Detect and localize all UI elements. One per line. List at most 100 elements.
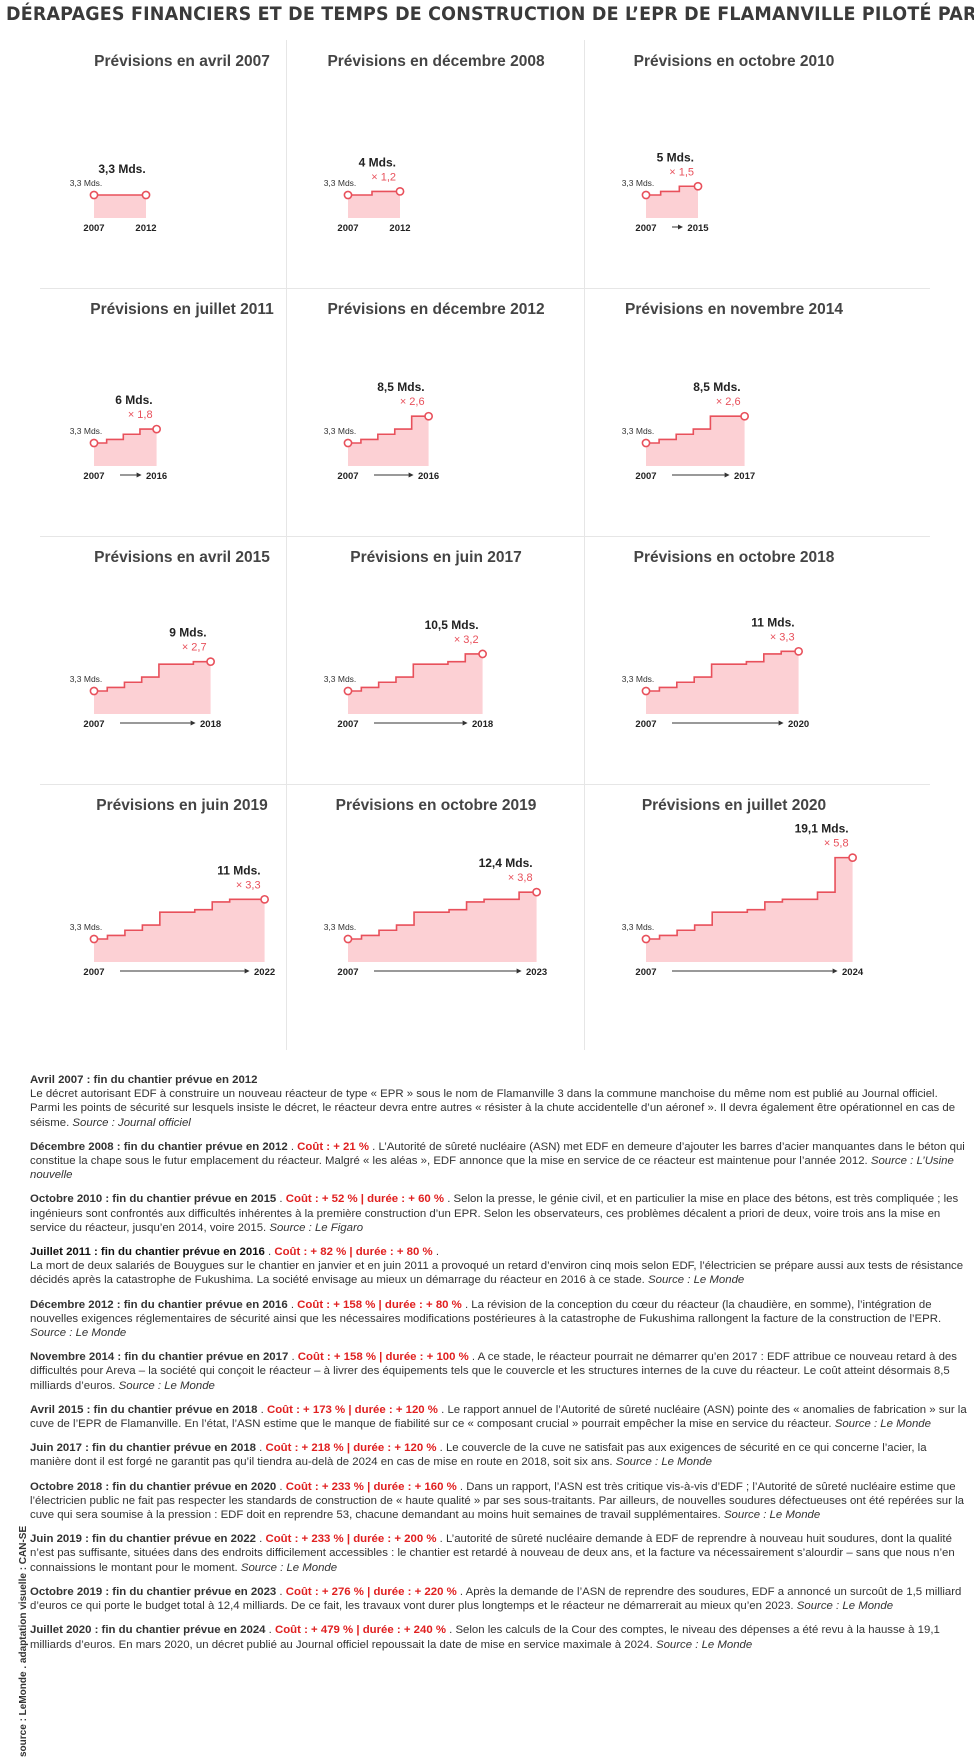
note-cost-delta: Coût : + 233 % | durée : + 160 %	[285, 1480, 457, 1493]
time-arrow-head	[678, 224, 683, 230]
note-source: Source : Le Monde	[648, 1274, 745, 1287]
chart-title: Prévisions en juillet 2020	[641, 797, 827, 814]
note-cost-delta: Coût : + 52 % | durée : + 60 %	[285, 1193, 445, 1206]
note-item: Décembre 2012 : fin du chantier prévue e…	[30, 1298, 942, 1340]
cost-area	[94, 661, 211, 714]
cost-area	[94, 195, 146, 218]
chart-title: Prévisions en avril 2015	[94, 549, 270, 566]
start-point-marker	[641, 438, 651, 448]
note-body: La révision de la conception du cœur du …	[30, 1298, 942, 1325]
note-heading: Décembre 2012 : fin du chantier prévue e…	[30, 1298, 288, 1311]
cost-step-line	[646, 415, 745, 444]
x-start-label: 2007	[83, 471, 104, 482]
note-body: Après la demande de l’ASN de reprendre d…	[30, 1585, 962, 1613]
end-point-marker	[260, 894, 269, 904]
time-arrow-head	[724, 472, 730, 478]
note-heading: Juillet 2011 : fin du chantier prévue en…	[30, 1246, 265, 1259]
note-source: Source : Le Figaro	[269, 1221, 364, 1234]
chart-panel: Prévisions en juin 2017 3,3 Mds. 10,5 Mds.…	[288, 536, 584, 788]
start-point-marker	[641, 190, 651, 200]
chart-panel: Prévisions en avril 2015 3,3 Mds. 9 Mds. × …	[34, 536, 330, 788]
note-source: Source : Le Monde	[240, 1561, 338, 1574]
chart-panel: Prévisions en octobre 2019 3,3 Mds. 12,4 M…	[288, 784, 584, 1036]
end-point-marker	[141, 190, 151, 200]
note-cost-delta: Coût : + 158 % | durée : + 80 %	[297, 1298, 462, 1311]
time-arrow-head	[136, 472, 142, 478]
note-body: Selon les calculs de la Cour des comptes…	[30, 1624, 940, 1651]
chart-panel: Prévisions en juillet 2020 3,3 Mds. 19,1 M…	[586, 784, 882, 1036]
x-end-label: 2023	[526, 967, 547, 978]
ratio-label: × 2,7	[182, 642, 207, 654]
end-point-marker	[395, 186, 405, 196]
x-end-label: 2022	[254, 967, 275, 978]
chart-panel: Prévisions en décembre 2008 3,3 Mds. 4 Mds…	[288, 40, 584, 292]
chart-title: Prévisions en novembre 2014	[625, 301, 843, 318]
ratio-label: × 3,8	[508, 872, 533, 884]
note-heading: Avril 2007 : fin du chantier prévue en 2…	[30, 1074, 258, 1086]
chart-svg: 3,3 Mds. 10,5 Mds. × 3,2 2007 2018	[324, 618, 493, 730]
chart-panel: Prévisions en avril 2007 3,3 Mds. 3,3 Mds.…	[34, 40, 330, 292]
start-point-marker	[641, 686, 651, 696]
end-value-label: 11 Mds.	[217, 863, 260, 877]
start-point-marker	[89, 438, 99, 448]
end-value-label: 11 Mds.	[751, 615, 794, 629]
chart-title: Prévisions en avril 2007	[94, 53, 270, 70]
ratio-label: × 3,3	[236, 879, 261, 891]
end-point-marker	[740, 411, 749, 421]
start-point-marker	[343, 686, 353, 696]
cost-area	[348, 653, 483, 714]
ratio-label: × 1,8	[128, 409, 153, 421]
note-heading: Octobre 2019 : fin du chantier prévue en…	[30, 1585, 277, 1598]
time-arrow-head	[778, 720, 784, 726]
end-point-marker	[794, 646, 803, 656]
cost-area	[94, 899, 265, 962]
note-cost-delta: Coût : + 479 % | durée : + 240 %	[275, 1624, 446, 1637]
cost-area	[94, 429, 157, 466]
grid-divider	[40, 784, 930, 785]
start-value-label: 3,3 Mds.	[324, 426, 357, 436]
chart-svg: 3,3 Mds. 5 Mds. × 1,5 2007 2015	[622, 150, 710, 234]
note-cost-delta: Coût : + 218 % | durée : + 120 %	[265, 1442, 437, 1455]
chart-grid: Prévisions en avril 2007 3,3 Mds. 3,3 Mds.…	[40, 40, 930, 1050]
note-body: L’autorité de sûreté nucléaire demande à…	[30, 1533, 955, 1574]
x-end-label: 2012	[389, 223, 410, 234]
start-point-marker	[641, 934, 651, 944]
note-heading: Avril 2015 : fin du chantier prévue en 2…	[30, 1403, 258, 1416]
chart-panel: Prévisions en décembre 2012 3,3 Mds. 8,5 M…	[288, 288, 584, 540]
grid-divider	[286, 40, 287, 1050]
note-item: Novembre 2014 : fin du chantier prévue e…	[30, 1351, 957, 1392]
chart-panel: Prévisions en octobre 2010 3,3 Mds. 5 Mds.…	[586, 40, 882, 292]
cost-area	[348, 416, 429, 466]
chart-panel: Prévisions en juin 2019 3,3 Mds. 11 Mds. × …	[34, 784, 330, 1036]
x-start-label: 2007	[337, 223, 358, 234]
cost-area	[348, 892, 537, 962]
x-end-label: 2016	[418, 471, 439, 482]
note-item: Avril 2007 : fin du chantier prévue en 2…	[30, 1073, 970, 1130]
chart-panel: Prévisions en octobre 2018 3,3 Mds. 11 Mds…	[586, 536, 882, 788]
chart-panel: Prévisions en novembre 2014 3,3 Mds. 8,5 M…	[586, 288, 882, 540]
x-start-label: 2007	[635, 719, 656, 730]
chart-title: Prévisions en octobre 2018	[633, 549, 835, 566]
start-value-label: 3,3 Mds.	[70, 426, 103, 436]
chart-svg: 3,3 Mds. 11 Mds. × 3,3 2007 2020	[622, 615, 809, 730]
note-item: Décembre 2008 : fin du chantier prévue e…	[30, 1140, 965, 1182]
x-start-label: 2007	[83, 967, 104, 978]
end-value-label: 6 Mds.	[115, 393, 152, 407]
notes-list: Avril 2007 : fin du chantier prévue en 2…	[30, 1073, 970, 1662]
start-point-marker	[343, 190, 353, 200]
note-source: Source : Le Monde	[796, 1600, 894, 1613]
x-end-label: 2018	[200, 719, 221, 730]
note-item: Juillet 2011 : fin du chantier prévue en…	[30, 1246, 964, 1287]
cost-step-line	[94, 428, 157, 444]
chart-svg: 3,3 Mds. 8,5 Mds. × 2,6 2007 2016	[324, 380, 439, 482]
note-source: Source : Le Monde	[723, 1509, 821, 1522]
start-value-label: 3,3 Mds.	[324, 922, 357, 932]
cost-step-line	[94, 660, 211, 692]
grid-divider	[40, 288, 930, 289]
chart-svg: 3,3 Mds. 8,5 Mds. × 2,6 2007 2017	[622, 380, 755, 482]
time-arrow-head	[462, 720, 468, 726]
note-cost-delta: Coût : + 233 % | durée : + 200 %	[265, 1533, 437, 1546]
note-body: Le couvercle de la cuve ne satisfait pas…	[30, 1442, 927, 1469]
ratio-label: × 1,5	[669, 166, 694, 178]
start-point-marker	[89, 190, 99, 200]
